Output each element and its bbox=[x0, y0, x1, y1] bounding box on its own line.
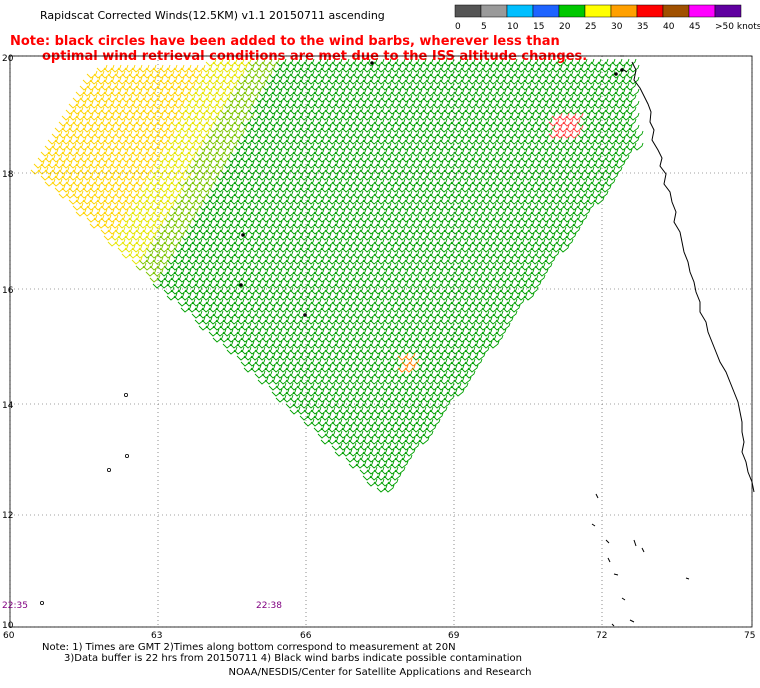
lon-label-63: 63 bbox=[151, 631, 162, 640]
lat-label-12: 12 bbox=[2, 511, 13, 521]
wind-barbs bbox=[548, 112, 584, 139]
contamination-dot bbox=[241, 233, 245, 237]
legend-label: 30 bbox=[611, 22, 623, 32]
map-title: Rapidscat Corrected Winds(12.5KM) v1.1 2… bbox=[40, 9, 385, 22]
legend-label: 0 bbox=[455, 22, 461, 32]
wind-map: 0 5 10 15 20 25 30 35 40 45 >50 knots 20 18 16 14 … bbox=[2, 4, 760, 640]
legend-swatch bbox=[584, 4, 612, 18]
legend-label: 5 bbox=[481, 22, 487, 32]
footer-note-2: 3)Data buffer is 22 hrs from 20150711 4)… bbox=[64, 653, 522, 664]
wind-speed-legend: 0 5 10 15 20 25 30 35 40 45 >50 knots bbox=[454, 4, 760, 32]
india-coastline bbox=[631, 61, 755, 493]
lon-label-66: 66 bbox=[300, 631, 312, 640]
legend-swatch bbox=[688, 4, 716, 18]
axis-labels: 20 18 16 14 12 10 60 63 66 69 72 75 22:3… bbox=[2, 54, 755, 640]
legend-swatch bbox=[480, 4, 508, 18]
island bbox=[107, 467, 112, 472]
contamination-dot bbox=[303, 313, 307, 317]
wind-barbs bbox=[30, 64, 206, 241]
legend-label: 15 bbox=[533, 22, 544, 32]
legend-swatch bbox=[506, 4, 534, 18]
lat-label-10: 10 bbox=[2, 621, 14, 631]
wind-barbs bbox=[152, 58, 644, 493]
island bbox=[125, 453, 130, 458]
wind-barbs bbox=[397, 352, 420, 373]
lon-label-72: 72 bbox=[596, 631, 607, 640]
legend-label: 40 bbox=[663, 22, 675, 32]
footer-note-1: Note: 1) Times are GMT 2)Times along bot… bbox=[42, 642, 456, 653]
island bbox=[40, 601, 45, 606]
time-label-1: 22:35 bbox=[2, 601, 28, 611]
legend-swatch bbox=[714, 4, 742, 18]
red-note-line-2: optimal wind retrieval conditions are me… bbox=[42, 49, 588, 64]
wind-barbs bbox=[135, 58, 280, 283]
lat-label-20: 20 bbox=[2, 54, 14, 64]
contamination-dot bbox=[370, 61, 374, 65]
legend-swatch bbox=[454, 4, 482, 18]
time-label-2: 22:38 bbox=[256, 601, 282, 611]
legend-label: 20 bbox=[559, 22, 571, 32]
contamination-dot bbox=[239, 283, 243, 287]
contamination-dot bbox=[614, 72, 618, 76]
lat-label-16: 16 bbox=[2, 286, 14, 296]
wind-barbs bbox=[107, 58, 252, 265]
lat-label-18: 18 bbox=[2, 170, 14, 180]
legend-label: 25 bbox=[585, 22, 596, 32]
legend-swatch bbox=[636, 4, 664, 18]
legend-label: 10 bbox=[507, 22, 519, 32]
legend-swatch bbox=[662, 4, 690, 18]
lon-label-69: 69 bbox=[448, 631, 460, 640]
legend-swatch bbox=[610, 4, 638, 18]
lat-label-14: 14 bbox=[2, 401, 14, 411]
red-note-line-1: Note: black circles have been added to t… bbox=[10, 34, 560, 49]
wind-swath bbox=[30, 58, 644, 493]
lat-lon-grid bbox=[9, 55, 753, 628]
lon-label-75: 75 bbox=[744, 631, 755, 640]
footer-credit: NOAA/NESDIS/Center for Satellite Applica… bbox=[228, 667, 532, 678]
legend-label: >50 knots bbox=[715, 22, 760, 32]
legend-swatch bbox=[558, 4, 586, 18]
legend-label: 35 bbox=[637, 22, 648, 32]
legend-label: 45 bbox=[689, 22, 700, 32]
lon-label-60: 60 bbox=[3, 631, 15, 640]
coast-islands bbox=[591, 55, 690, 627]
legend-swatch bbox=[532, 4, 560, 18]
island bbox=[124, 392, 129, 397]
contamination-dot bbox=[620, 68, 624, 72]
